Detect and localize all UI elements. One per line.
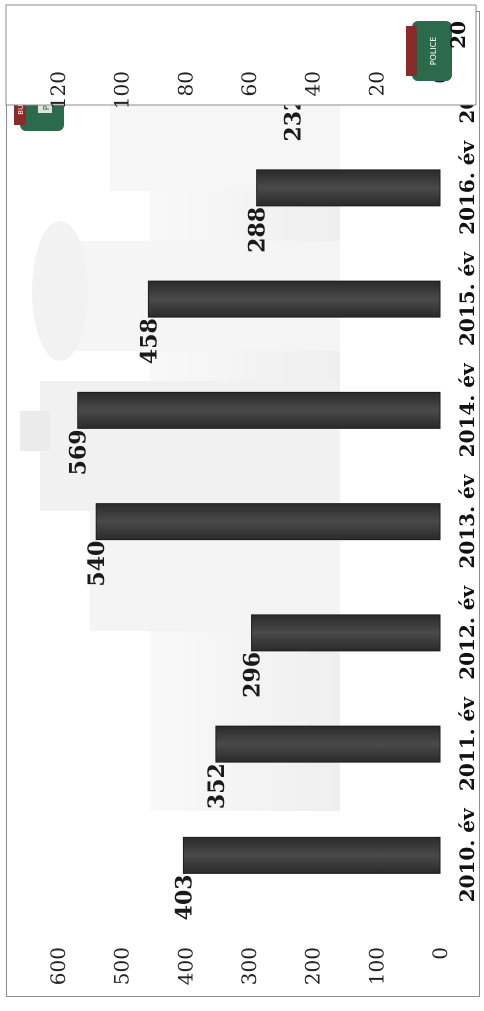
second-y-tick-label: 60 xyxy=(237,71,261,96)
background-building-illustration xyxy=(20,51,340,811)
y-tick-label: 600 xyxy=(46,947,70,985)
y-tick-label: 400 xyxy=(173,947,197,985)
bar-value-label: 540 xyxy=(84,541,110,587)
y-tick-label: 100 xyxy=(364,947,388,985)
x-category-label: 2012. év xyxy=(455,585,479,680)
bar-3 xyxy=(251,614,441,652)
bar-value-label: 458 xyxy=(136,318,162,364)
bar-value-label: 288 xyxy=(245,207,271,253)
bar-5 xyxy=(77,391,441,429)
second-chart-category-label: 20 xyxy=(446,21,470,49)
x-category-label: 2015. év xyxy=(455,251,479,346)
x-category-label: 2011. év xyxy=(455,696,479,791)
bar-1 xyxy=(182,836,441,874)
second-y-tick-label: 20 xyxy=(364,71,388,96)
x-category-label: 2016. év xyxy=(455,140,479,235)
y-tick-label: 300 xyxy=(237,947,261,985)
second-y-tick-label: 80 xyxy=(173,71,197,96)
second-logo-shield-icon xyxy=(412,21,452,81)
second-chart-logo: POLICE xyxy=(406,21,452,81)
second-y-tick-label: 40 xyxy=(301,71,325,96)
bar-value-label: 296 xyxy=(240,652,266,698)
second-chart-y-ticks: 020406080100120 xyxy=(46,71,452,109)
bar-6 xyxy=(147,280,441,318)
x-category-label: 2014. év xyxy=(455,362,479,457)
y-tick-label: 500 xyxy=(110,947,134,985)
bar-7 xyxy=(256,169,441,207)
second-y-tick-label: 120 xyxy=(46,71,70,109)
second-logo-badge-text: POLICE xyxy=(429,37,438,66)
bar-value-label: 403 xyxy=(171,874,197,920)
bars-layer xyxy=(77,58,441,874)
bar-2 xyxy=(215,725,441,763)
second-logo-banner-icon xyxy=(406,26,417,76)
x-category-label: 2013. év xyxy=(455,473,479,568)
bar-value-label: 569 xyxy=(66,429,92,475)
y-tick-label: 0 xyxy=(428,947,452,960)
second-y-tick-label: 100 xyxy=(110,71,134,109)
bar-value-label: 352 xyxy=(204,763,230,809)
bar-4 xyxy=(95,503,441,541)
x-category-label: 2010. év xyxy=(455,807,479,902)
y-axis-ticks: 0 100 200 300 400 500 600 xyxy=(46,947,452,985)
y-tick-label: 200 xyxy=(301,947,325,985)
